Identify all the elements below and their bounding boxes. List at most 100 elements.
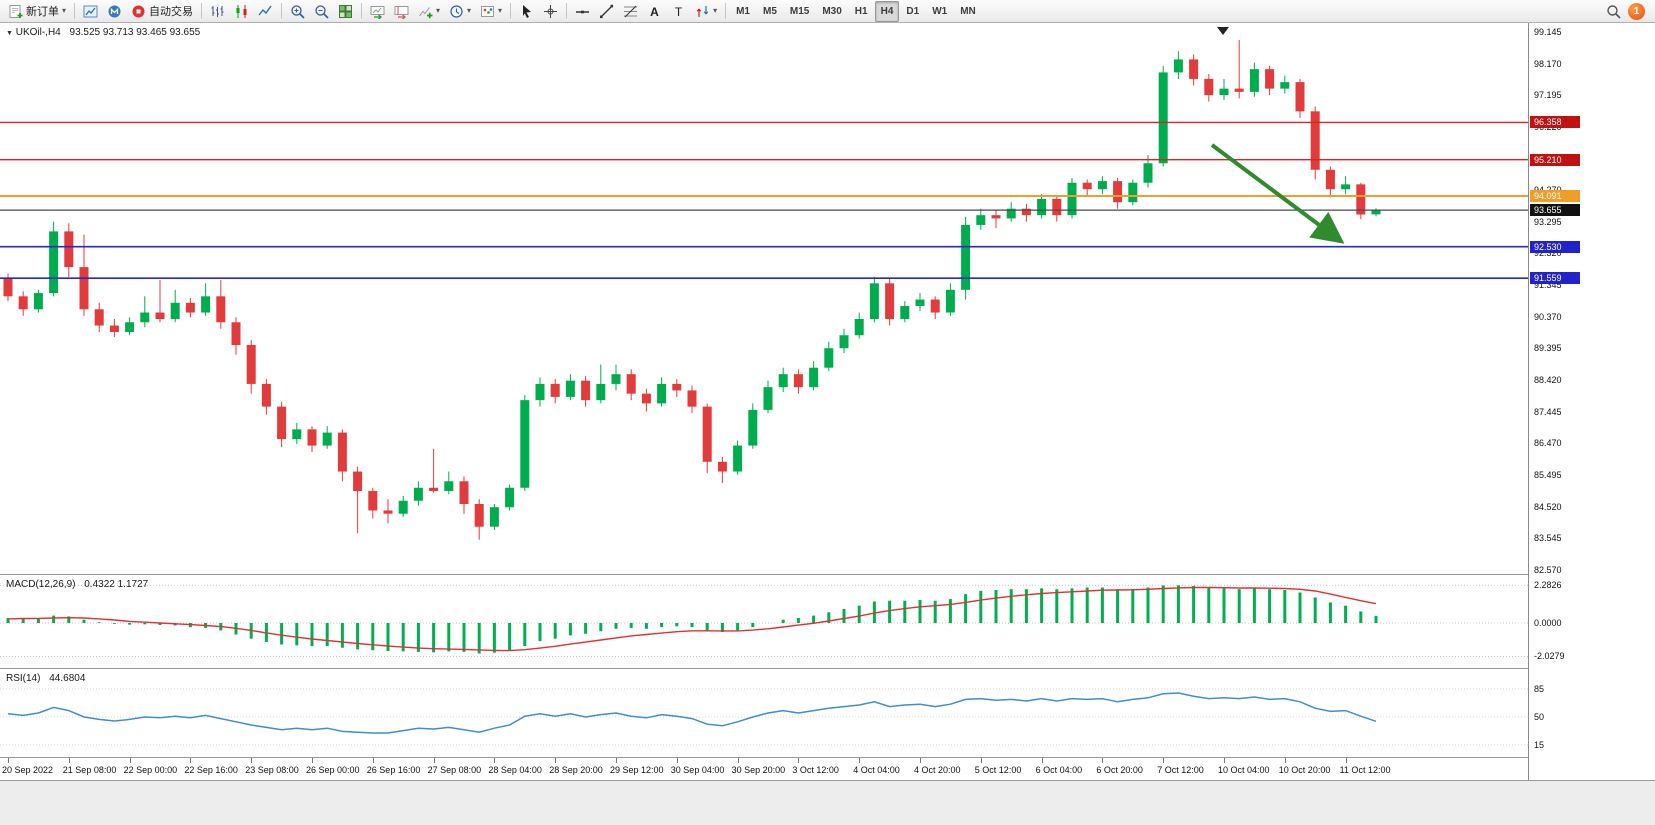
- price-tick: 92.320: [1534, 248, 1562, 259]
- charts-window-icon: [83, 4, 98, 19]
- cursor-tool-button[interactable]: [515, 1, 538, 22]
- candle-body: [1113, 181, 1123, 203]
- crosshair-tool-button[interactable]: [539, 1, 562, 22]
- time-tick: [920, 758, 921, 763]
- candle-body: [429, 487, 439, 492]
- arrows-tool-button[interactable]: ▾: [691, 1, 721, 22]
- time-label: 30 Sep 20:00: [731, 765, 786, 775]
- time-label: 27 Sep 08:00: [427, 765, 482, 775]
- time-label: 22 Sep 00:00: [123, 765, 178, 775]
- price-axis[interactable]: 99.14598.17097.19596.22095.24594.27093.2…: [1528, 23, 1655, 780]
- auto-scroll-button[interactable]: [366, 1, 389, 22]
- time-tick: [372, 758, 374, 763]
- time-label: 22 Sep 16:00: [184, 765, 238, 775]
- charts-button[interactable]: [79, 1, 102, 22]
- rsi-line: [7, 692, 1377, 734]
- dropdown-caret-icon: ▾: [62, 6, 67, 15]
- panel-separator: [0, 757, 1655, 758]
- indicators-icon: [418, 4, 433, 19]
- time-label: 26 Sep 16:00: [366, 765, 421, 775]
- price-tick: 99.145: [1534, 27, 1562, 37]
- candle-body: [1158, 72, 1168, 164]
- indicators-button[interactable]: ▾: [414, 1, 444, 22]
- price-chart-canvas[interactable]: [0, 23, 1528, 574]
- notifications-badge[interactable]: 1: [1628, 2, 1645, 20]
- time-label: 7 Oct 12:00: [1157, 765, 1204, 775]
- text-tool-button[interactable]: A: [643, 1, 666, 22]
- time-tick: [190, 758, 192, 763]
- bar-chart-mode-button[interactable]: [206, 1, 229, 22]
- macd-canvas[interactable]: [0, 575, 1528, 668]
- candle-body: [459, 481, 469, 504]
- candle-body: [1006, 208, 1016, 219]
- candle-body: [337, 432, 347, 472]
- horizontal-line-tool-button[interactable]: [571, 1, 594, 22]
- timeframe-h1-button[interactable]: H1: [854, 5, 868, 17]
- candles-layer: [3, 39, 1381, 540]
- panel-separator[interactable]: [0, 574, 1655, 575]
- candle-body: [717, 461, 727, 472]
- price-level-badge: 92.530: [1530, 240, 1580, 253]
- fibonacci-tool-button[interactable]: [619, 1, 642, 22]
- rsi-canvas[interactable]: [0, 669, 1528, 757]
- timeframe-mn-button[interactable]: MN: [960, 5, 976, 17]
- metaquotes-icon: [107, 4, 122, 19]
- candle-body: [945, 289, 955, 313]
- new-order-button[interactable]: 新订单 ▾: [4, 1, 70, 22]
- horizontal-line-icon: [575, 4, 590, 19]
- candle-body: [1204, 78, 1214, 96]
- candle-body: [277, 406, 287, 440]
- high-marker-icon[interactable]: [1217, 27, 1229, 35]
- candlestick-chart-icon: [234, 4, 249, 19]
- candle-body: [839, 335, 849, 349]
- time-label: 28 Sep 20:00: [549, 765, 603, 775]
- trendline-tool-button[interactable]: [595, 1, 618, 22]
- candle-body: [793, 374, 803, 388]
- candle-body: [885, 283, 895, 320]
- candle-body: [398, 500, 408, 514]
- candle-body: [900, 306, 910, 320]
- search-button[interactable]: [1602, 1, 1625, 22]
- candle-body: [33, 293, 43, 310]
- timeframe-m15-button[interactable]: M15: [789, 5, 810, 17]
- candle-body: [1280, 82, 1290, 89]
- timeframe-d1-button[interactable]: D1: [906, 5, 920, 17]
- candle-body: [1219, 88, 1229, 96]
- timeframe-m30-button[interactable]: M30: [822, 5, 842, 17]
- crosshair-icon: [543, 4, 558, 19]
- line-chart-mode-button[interactable]: [254, 1, 277, 22]
- time-label: 23 Sep 08:00: [245, 765, 299, 775]
- candle-body: [915, 299, 925, 307]
- dropdown-caret-icon: ▾: [436, 6, 441, 15]
- candle-body: [353, 471, 363, 492]
- candlestick-mode-button[interactable]: [230, 1, 253, 22]
- zoom-in-button[interactable]: [286, 1, 309, 22]
- candle-body: [641, 393, 651, 404]
- toolbar-separator: [201, 3, 203, 19]
- toolbar-separator: [281, 3, 283, 19]
- trend-arrow-annotation[interactable]: [1210, 143, 1345, 244]
- price-tick: 88.420: [1534, 375, 1562, 386]
- tile-windows-button[interactable]: [334, 1, 357, 22]
- timeframe-h4-button[interactable]: H4: [874, 0, 900, 22]
- text-label-tool-button[interactable]: T: [667, 1, 690, 22]
- metaquotes-button[interactable]: [103, 1, 126, 22]
- candle-body: [18, 296, 28, 310]
- templates-icon: [480, 4, 495, 19]
- timeframe-m1-button[interactable]: M1: [736, 5, 750, 17]
- candle-body: [140, 312, 150, 323]
- timeframe-m5-button[interactable]: M5: [762, 5, 777, 17]
- timeframe-w1-button[interactable]: W1: [932, 5, 948, 17]
- templates-button[interactable]: ▾: [476, 1, 506, 22]
- time-tick: [251, 758, 253, 763]
- zoom-out-button[interactable]: [310, 1, 333, 22]
- time-tick: [1041, 758, 1043, 763]
- panel-separator[interactable]: [0, 668, 1655, 669]
- time-axis[interactable]: 20 Sep 2022 21 Sep 08:00 22 Sep 00:00 22 Se…: [0, 758, 1528, 780]
- time-label: 3 Oct 12:00: [792, 765, 839, 775]
- chart-shift-button[interactable]: [390, 1, 413, 22]
- candle-body: [763, 387, 773, 410]
- periods-button[interactable]: ▾: [445, 1, 475, 22]
- autotrading-button[interactable]: 自动交易: [127, 1, 197, 22]
- candle-body: [976, 215, 986, 225]
